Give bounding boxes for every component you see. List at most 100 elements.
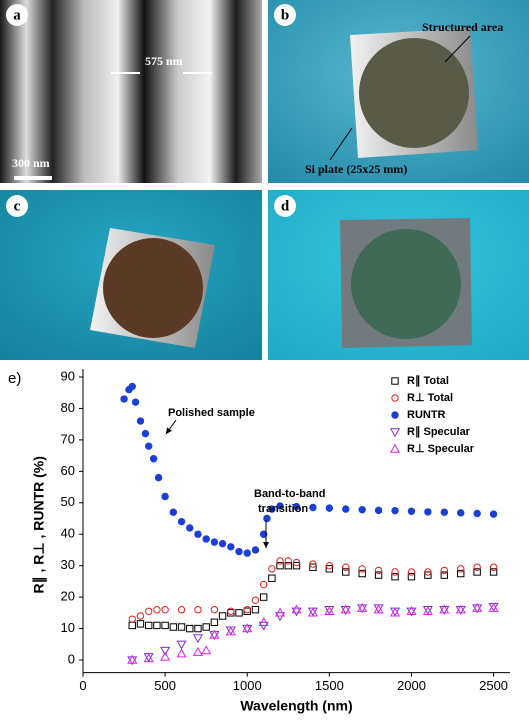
marker (145, 442, 152, 449)
marker (236, 610, 242, 616)
marker (219, 540, 226, 547)
marker (137, 621, 143, 627)
y-tick-label: 10 (61, 620, 75, 635)
legend-label: RUNTR (407, 409, 446, 421)
structured-area (351, 229, 461, 339)
marker (161, 493, 168, 500)
marker (457, 509, 464, 516)
y-tick-label: 20 (61, 589, 75, 604)
scale-bar (14, 176, 52, 180)
marker (252, 607, 258, 613)
marker (227, 543, 234, 550)
panel-label: c (14, 198, 21, 214)
x-tick-label: 2000 (397, 678, 426, 693)
marker (170, 624, 176, 630)
marker (194, 648, 202, 655)
marker (186, 524, 193, 531)
marker (137, 613, 143, 619)
legend-label: R⊥ Total (407, 392, 453, 404)
marker (292, 606, 300, 613)
marker (211, 619, 217, 625)
marker (490, 510, 497, 517)
y-tick-label: 0 (68, 651, 75, 666)
marker (187, 625, 193, 631)
marker (392, 395, 398, 401)
marker (120, 395, 127, 402)
marker (137, 417, 144, 424)
x-tick-label: 2500 (479, 678, 508, 693)
legend-label: R⊥ Specular (407, 443, 475, 455)
marker (132, 398, 139, 405)
marker (145, 622, 151, 628)
marker (474, 564, 480, 570)
y-tick-label: 70 (61, 431, 75, 446)
annotation: Si plate (25x25 mm) (305, 162, 407, 176)
marker (342, 505, 349, 512)
marker (211, 538, 218, 545)
panel-label: a (13, 7, 21, 23)
marker (408, 508, 415, 515)
marker (244, 549, 251, 556)
marker (277, 558, 283, 564)
marker (260, 581, 266, 587)
annotation: transition (258, 503, 308, 515)
marker (458, 566, 464, 572)
marker (358, 506, 365, 513)
marker (145, 608, 151, 614)
marker (260, 594, 266, 600)
marker (359, 566, 365, 572)
annotation: Structured area (422, 20, 503, 34)
marker (292, 608, 300, 615)
marker (343, 564, 349, 570)
panel-label: b (281, 7, 289, 23)
marker (252, 597, 258, 603)
marker (244, 607, 250, 613)
marker (375, 567, 381, 573)
marker (178, 624, 184, 630)
marker (129, 383, 136, 390)
panel-label: d (281, 198, 290, 214)
marker (441, 509, 448, 516)
marker (203, 624, 209, 630)
marker (194, 531, 201, 538)
y-tick-label: 60 (61, 463, 75, 478)
marker (202, 646, 210, 653)
marker (195, 625, 201, 631)
marker (490, 564, 496, 570)
figure: a 575 nm 300 nm b Structured area Si pla… (0, 0, 529, 716)
marker (235, 548, 242, 555)
y-tick-label: 50 (61, 494, 75, 509)
structured-area (103, 238, 203, 338)
marker (194, 635, 202, 642)
y-tick-label: 40 (61, 526, 75, 541)
marker (228, 608, 234, 614)
marker (285, 558, 291, 564)
marker (391, 507, 398, 514)
y-axis-label: R∥ , R⊥ , RUNTR (%) (31, 456, 48, 593)
marker (269, 575, 275, 581)
marker (473, 510, 480, 517)
annotation: Polished sample (168, 407, 255, 419)
x-tick-label: 1000 (233, 678, 262, 693)
legend-label: R∥ Specular (407, 426, 471, 438)
marker (142, 430, 149, 437)
marker (154, 607, 160, 613)
marker (178, 518, 185, 525)
marker (252, 546, 259, 553)
marker (269, 566, 275, 572)
marker (441, 567, 447, 573)
marker (219, 613, 225, 619)
annotation: 300 nm (12, 156, 50, 170)
marker (177, 650, 185, 657)
marker (170, 509, 177, 516)
marker (392, 569, 398, 575)
marker (375, 507, 382, 514)
marker (408, 569, 414, 575)
marker (326, 504, 333, 511)
marker (263, 515, 270, 522)
marker (202, 535, 209, 542)
marker (391, 429, 399, 436)
annotation: Band-to-band (254, 488, 325, 500)
marker (391, 411, 398, 418)
